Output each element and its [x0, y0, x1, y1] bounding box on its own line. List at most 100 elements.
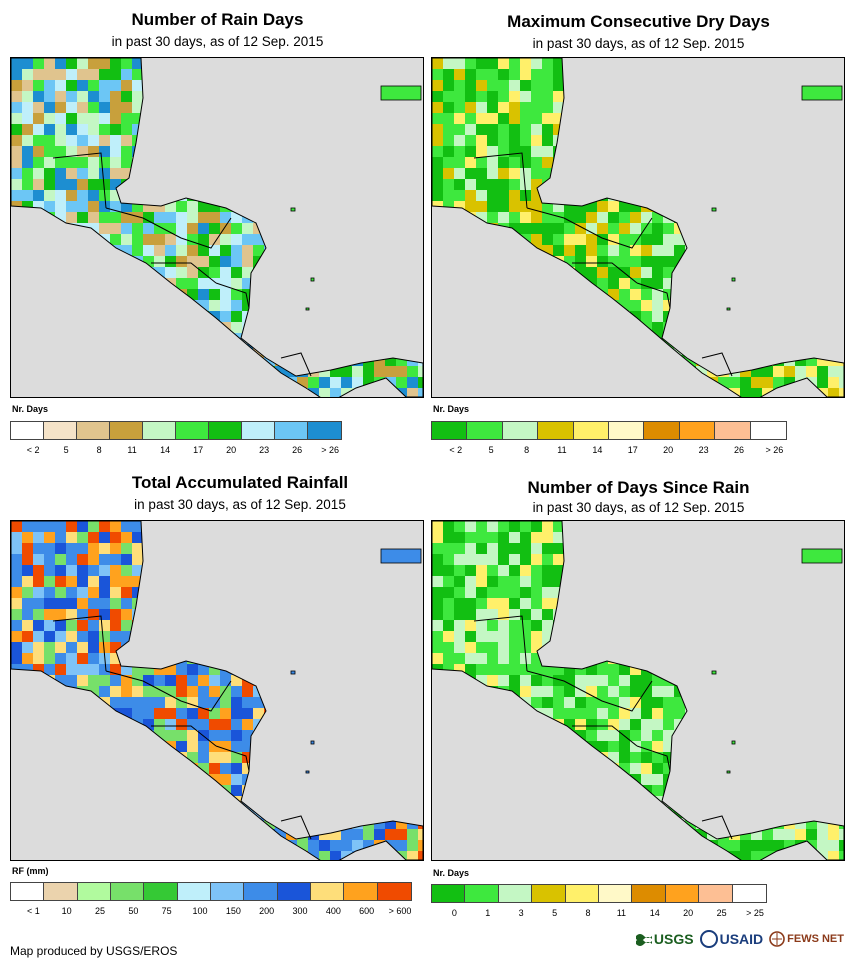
fews-globe-icon [769, 931, 785, 947]
map-dry-days [431, 57, 845, 398]
legend-tick-label: > 26 [765, 445, 784, 455]
legend-swatch [11, 422, 44, 439]
legend-tick-label: < 1 [26, 906, 40, 916]
panel-title: Number of Rain Days [131, 10, 304, 29]
legend-tick-label: 10 [61, 906, 72, 916]
legend-swatch [538, 422, 574, 439]
legend-tick-label: 23 [259, 445, 270, 455]
legend-swatch [750, 422, 786, 439]
coastline [11, 58, 423, 397]
legend-swatch [275, 422, 308, 439]
country-border [526, 207, 653, 249]
island [726, 307, 731, 311]
fews-logo: FEWS NET [769, 931, 844, 947]
legend-swatch [632, 885, 666, 902]
country-border [280, 815, 312, 840]
island [380, 548, 422, 564]
island [731, 740, 736, 745]
legend-tick-label: 300 [292, 906, 308, 916]
legend-tick-label: 11 [616, 908, 627, 918]
legend-swatch [565, 885, 599, 902]
legend-tick-label: 8 [585, 908, 591, 918]
legend-swatch [44, 422, 77, 439]
country-border [151, 725, 217, 747]
legend-bar [431, 421, 787, 440]
legend-tick-label: 26 [733, 445, 744, 455]
island [290, 207, 296, 212]
legend-tick-label: 150 [225, 906, 241, 916]
legend-swatch [598, 885, 633, 902]
legend-swatch [277, 883, 311, 900]
legend-tick-label: 17 [193, 445, 204, 455]
legend-swatch [143, 422, 176, 439]
country-border [52, 152, 107, 209]
country-border [473, 152, 528, 209]
legend-swatch [432, 422, 468, 439]
country-border [215, 282, 250, 309]
island [711, 207, 717, 212]
legend-swatch [210, 883, 245, 900]
legend-swatch [308, 422, 341, 439]
island [801, 85, 843, 101]
legend-tick-label: 20 [663, 445, 674, 455]
legend-swatch [715, 422, 751, 439]
legend-swatch [465, 885, 499, 902]
legend-tick-label: 400 [325, 906, 341, 916]
map-rain-days [10, 57, 424, 398]
legend-swatch [77, 422, 110, 439]
legend-tick-label: > 25 [746, 908, 764, 918]
map-total-rainfall [10, 520, 424, 861]
legend-tick-label: 5 [488, 445, 494, 455]
panel-subtitle: in past 30 days, as of 12 Sep. 2015 [532, 36, 745, 51]
legend-swatch [679, 422, 716, 439]
panel-subtitle: in past 30 days, as of 12 Sep. 2015 [134, 497, 346, 512]
legend-tick-label: 25 [94, 906, 106, 916]
island [305, 770, 310, 774]
legend-swatch [242, 422, 275, 439]
country-border [636, 282, 671, 309]
legend-tick-label: 50 [128, 906, 139, 916]
usgs-logo-text: USGS [653, 931, 694, 947]
legend-tick-label: 11 [127, 445, 137, 455]
map-days-since-rain [431, 520, 845, 861]
panel-title: Number of Days Since Rain [527, 478, 750, 497]
legend-swatch [665, 885, 700, 902]
legend-tick-label: < 2 [449, 445, 463, 455]
legend-tick-label: 14 [160, 445, 171, 455]
panel-subtitle: in past 30 days, as of 12 Sep. 2015 [532, 500, 745, 515]
legend-tick-label: 600 [359, 906, 375, 916]
usaid-logo: USAID [699, 930, 764, 948]
country-border [636, 745, 671, 772]
legend-swatch [432, 885, 466, 902]
country-border [105, 207, 232, 249]
usaid-logo-text: USAID [719, 931, 764, 947]
island [711, 670, 717, 675]
legend-swatch [11, 883, 45, 900]
legend-swatch [573, 422, 609, 439]
island [290, 670, 296, 675]
country-border [215, 745, 250, 772]
legend-tick-label: 20 [683, 908, 694, 918]
coastline [11, 521, 423, 860]
legend-tick-label: 17 [627, 445, 638, 455]
legend-swatch [732, 885, 766, 902]
legend-bar [431, 884, 767, 903]
legend-swatch [44, 883, 78, 900]
panel-subtitle: in past 30 days, as of 12 Sep. 2015 [111, 34, 324, 49]
legend-tick-label: 5 [63, 445, 69, 455]
legend-swatch [699, 885, 733, 902]
panel-title: Maximum Consecutive Dry Days [507, 12, 770, 31]
island [305, 307, 310, 311]
legend-tick-label: 20 [226, 445, 237, 455]
legend-tick-label: > 600 [388, 906, 412, 916]
legend-swatch [467, 422, 503, 439]
island [310, 277, 315, 282]
legend-tick-label: 23 [698, 445, 709, 455]
legend-swatch [498, 885, 533, 902]
country-border [105, 670, 232, 712]
map-canvas [432, 521, 844, 860]
island [380, 85, 422, 101]
legend-tick-label: 14 [592, 445, 603, 455]
country-border [52, 615, 107, 672]
country-border [473, 615, 528, 672]
